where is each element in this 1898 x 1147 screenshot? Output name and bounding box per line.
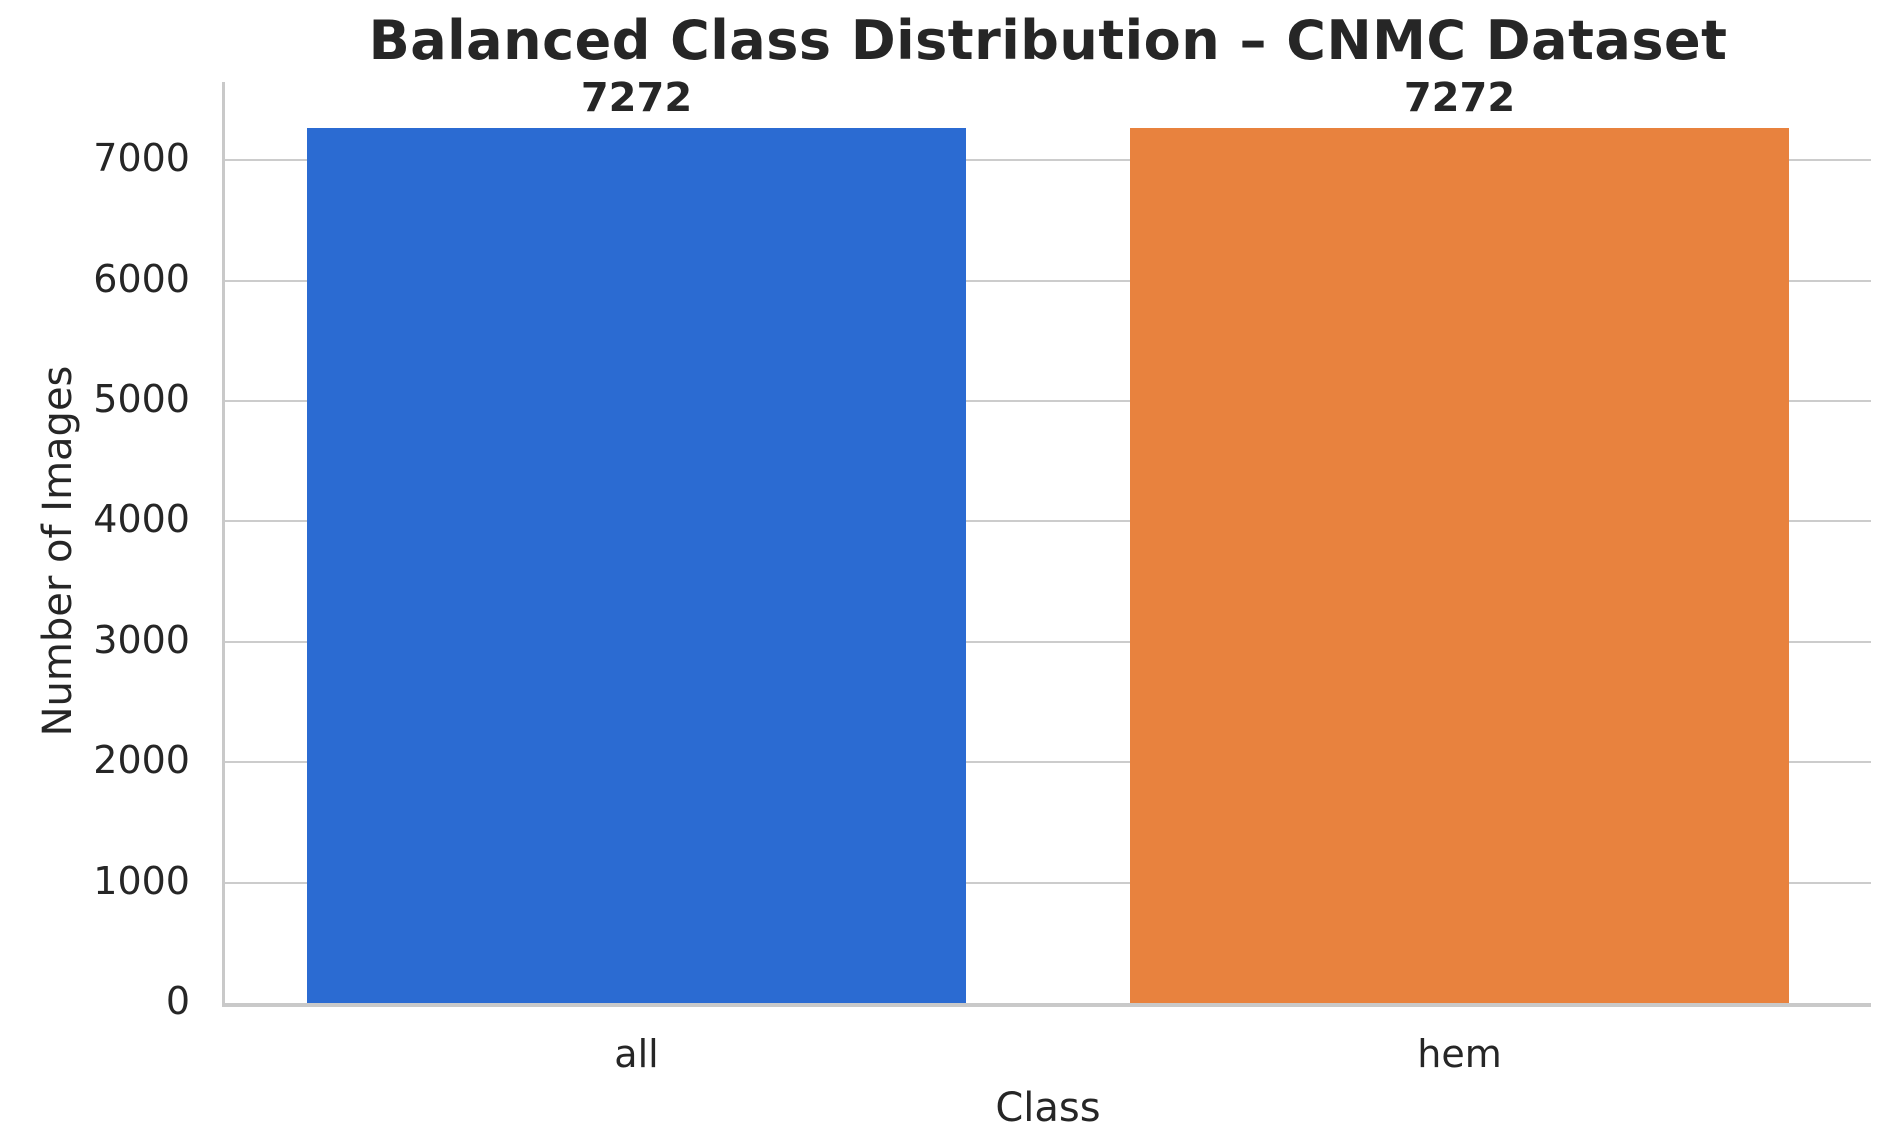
chart-title: Balanced Class Distribution – CNMC Datas…: [368, 9, 1728, 72]
x-tick-label: all: [614, 1032, 659, 1076]
bar-value-label: 7272: [580, 74, 693, 121]
x-axis-label: Class: [995, 1085, 1101, 1131]
x-tick-label: hem: [1417, 1032, 1502, 1076]
y-tick-label: 0: [165, 979, 190, 1023]
gridline: [225, 279, 1871, 282]
y-tick-label: 5000: [93, 377, 190, 422]
y-tick-label: 3000: [93, 617, 190, 662]
gridline: [225, 159, 1871, 162]
gridline: [225, 400, 1871, 403]
y-tick-label: 6000: [93, 256, 190, 301]
bar-hem: [1130, 127, 1789, 1003]
y-tick-label: 1000: [93, 858, 190, 903]
gridline: [225, 640, 1871, 643]
y-tick-label: 2000: [93, 738, 190, 783]
y-tick-label: 7000: [93, 136, 190, 181]
x-axis-spine: [222, 1003, 1871, 1007]
y-axis-label: Number of Images: [35, 365, 81, 737]
plot-area: [222, 82, 1871, 1007]
gridline: [225, 520, 1871, 523]
gridline: [225, 881, 1871, 884]
bar-value-label: 7272: [1403, 74, 1516, 121]
y-axis-spine: [222, 82, 225, 1003]
bar-all: [307, 127, 966, 1003]
y-tick-label: 4000: [93, 497, 190, 542]
gridline: [225, 761, 1871, 764]
